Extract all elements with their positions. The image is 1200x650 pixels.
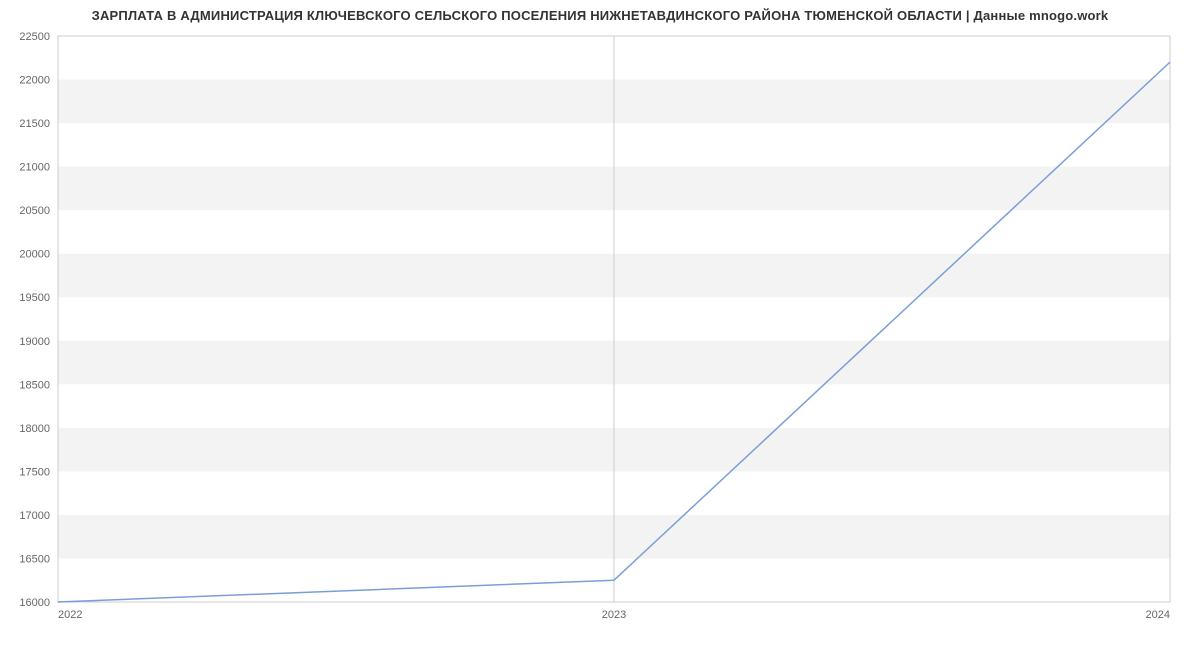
svg-text:21000: 21000 — [19, 162, 50, 174]
svg-text:17500: 17500 — [19, 466, 50, 478]
chart-svg: 16000 16500 17000 17500 18000 18500 19000 19500… — [0, 0, 1200, 650]
svg-text:2022: 2022 — [58, 609, 82, 621]
svg-text:2024: 2024 — [1146, 609, 1170, 621]
svg-text:22500: 22500 — [19, 31, 50, 43]
salary-chart: ЗАРПЛАТА В АДМИНИСТРАЦИЯ КЛЮЧЕВСКОГО СЕЛ… — [0, 0, 1200, 650]
svg-text:18000: 18000 — [19, 423, 50, 435]
svg-text:17000: 17000 — [19, 510, 50, 522]
svg-text:20500: 20500 — [19, 205, 50, 217]
svg-text:16000: 16000 — [19, 597, 50, 609]
svg-text:16500: 16500 — [19, 553, 50, 565]
chart-title: ЗАРПЛАТА В АДМИНИСТРАЦИЯ КЛЮЧЕВСКОГО СЕЛ… — [0, 8, 1200, 23]
svg-text:19500: 19500 — [19, 292, 50, 304]
svg-text:20000: 20000 — [19, 249, 50, 261]
svg-text:18500: 18500 — [19, 379, 50, 391]
svg-text:2023: 2023 — [602, 609, 626, 621]
svg-text:19000: 19000 — [19, 336, 50, 348]
svg-text:21500: 21500 — [19, 118, 50, 130]
svg-text:22000: 22000 — [19, 75, 50, 87]
